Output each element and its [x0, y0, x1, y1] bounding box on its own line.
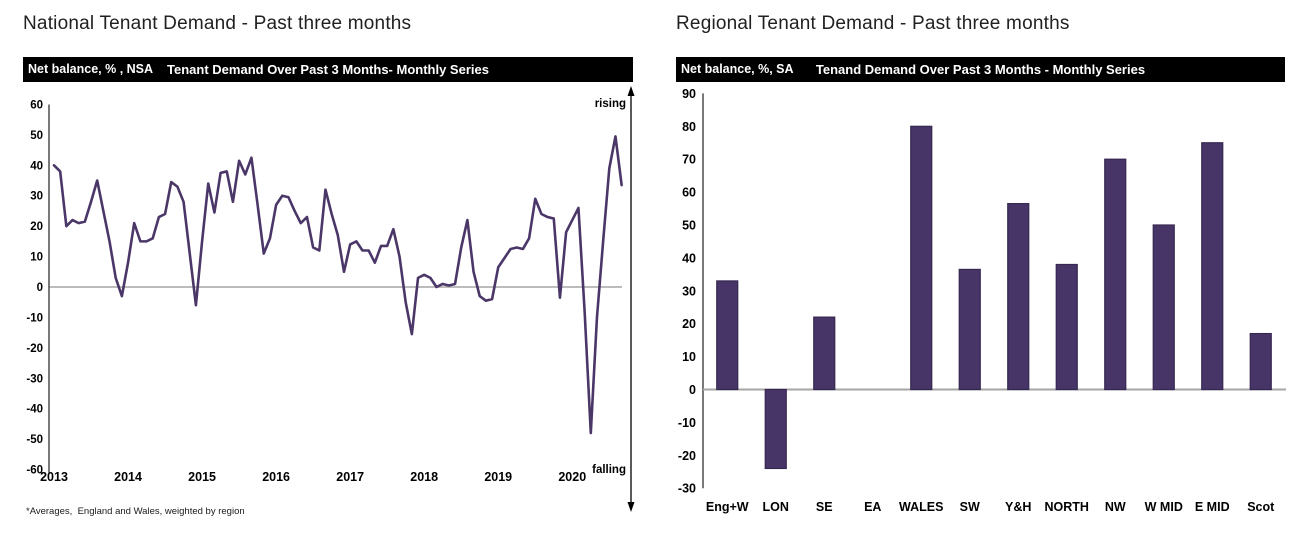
y-tick-label: -50 [26, 434, 43, 446]
x-tick-label: 2020 [558, 470, 586, 484]
national-chart-subtitle: Tenant Demand Over Past 3 Months- Monthl… [167, 62, 489, 77]
x-tick-label: 2019 [484, 470, 512, 484]
regional-yaxis-unit-label: Net balance, %, SA [681, 62, 794, 76]
arrow-down-icon [627, 502, 635, 512]
regional-chart-title: Regional Tenant Demand - Past three mont… [676, 13, 1070, 34]
y-tick-label: -60 [26, 465, 43, 477]
y-tick-label: -30 [26, 373, 43, 385]
x-tick-label: 2013 [40, 470, 68, 484]
y-tick-label: 40 [30, 160, 43, 172]
y-tick-label: 60 [30, 99, 43, 111]
bar-SE [813, 316, 836, 391]
y-tick-label: 70 [682, 153, 696, 167]
x-tick-label: 2015 [188, 470, 216, 484]
y-tick-label: 10 [30, 252, 43, 264]
y-tick-label: -10 [26, 312, 43, 324]
y-tick-label: 20 [30, 221, 43, 233]
y-tick-label: -10 [678, 416, 696, 430]
national-yaxis-unit-label: Net balance, % , NSA [28, 62, 154, 76]
y-tick-label: 20 [682, 317, 696, 331]
y-tick-label: -40 [26, 404, 43, 416]
bar-WALES [910, 125, 933, 391]
category-label: Scot [1247, 500, 1275, 514]
arrow-up-icon [627, 86, 635, 96]
y-tick-label: 50 [682, 219, 696, 233]
bar-SW [958, 268, 981, 391]
y-tick-label: 0 [37, 282, 43, 294]
y-tick-label: -30 [678, 482, 696, 496]
national-chart-header-bar: Net balance, % , NSA Tenant Demand Over … [23, 57, 633, 82]
bar-LON [764, 388, 787, 470]
category-label: NORTH [1045, 500, 1089, 514]
bar-W MID [1152, 224, 1175, 391]
category-label: LON [763, 500, 789, 514]
bar-Scot [1249, 332, 1272, 391]
bar-E MID [1201, 142, 1224, 391]
y-tick-label: -20 [678, 449, 696, 463]
bar-Y&H [1007, 203, 1030, 391]
y-tick-label: 90 [682, 87, 696, 101]
x-tick-label: 2017 [336, 470, 364, 484]
y-tick-label: 30 [30, 191, 43, 203]
category-label: W MID [1145, 500, 1183, 514]
y-tick-label: -20 [26, 343, 43, 355]
y-tick-label: 50 [30, 130, 43, 142]
regional-bar-chart: 90 80 70 60 50 40 30 20 10 0 -10 -20 -30 Eng+W LON SE EA… [678, 87, 1286, 514]
bar-Eng+W [716, 280, 739, 391]
y-tick-label: 80 [682, 120, 696, 134]
demand-line-series [52, 135, 623, 435]
y-tick-label: 30 [682, 284, 696, 298]
bar-NW [1104, 158, 1127, 391]
category-label: WALES [899, 500, 943, 514]
regional-chart-header-bar: Net balance, %, SA Tenand Demand Over Pa… [676, 57, 1285, 82]
category-label: Y&H [1005, 500, 1031, 514]
national-chart-title: National Tenant Demand - Past three mont… [23, 13, 412, 34]
category-label: SW [960, 500, 980, 514]
category-label: EA [864, 500, 881, 514]
y-tick-label: 60 [682, 186, 696, 200]
national-chart-footnote: *Averages, England and Wales, weighted b… [26, 506, 245, 517]
y-tick-label: 40 [682, 251, 696, 265]
regional-chart-subtitle: Tenand Demand Over Past 3 Months - Month… [815, 62, 1146, 77]
category-label: NW [1105, 500, 1126, 514]
category-label: SE [816, 500, 833, 514]
category-label: Eng+W [706, 500, 749, 514]
bar-NORTH [1055, 263, 1078, 391]
falling-annotation: falling [592, 464, 626, 476]
x-tick-label: 2014 [114, 470, 142, 484]
y-tick-label: 10 [682, 350, 696, 364]
category-label: E MID [1195, 500, 1230, 514]
y-tick-label: 0 [689, 383, 696, 397]
x-tick-label: 2018 [410, 470, 438, 484]
x-tick-label: 2016 [262, 470, 290, 484]
rising-annotation: rising [595, 98, 626, 110]
